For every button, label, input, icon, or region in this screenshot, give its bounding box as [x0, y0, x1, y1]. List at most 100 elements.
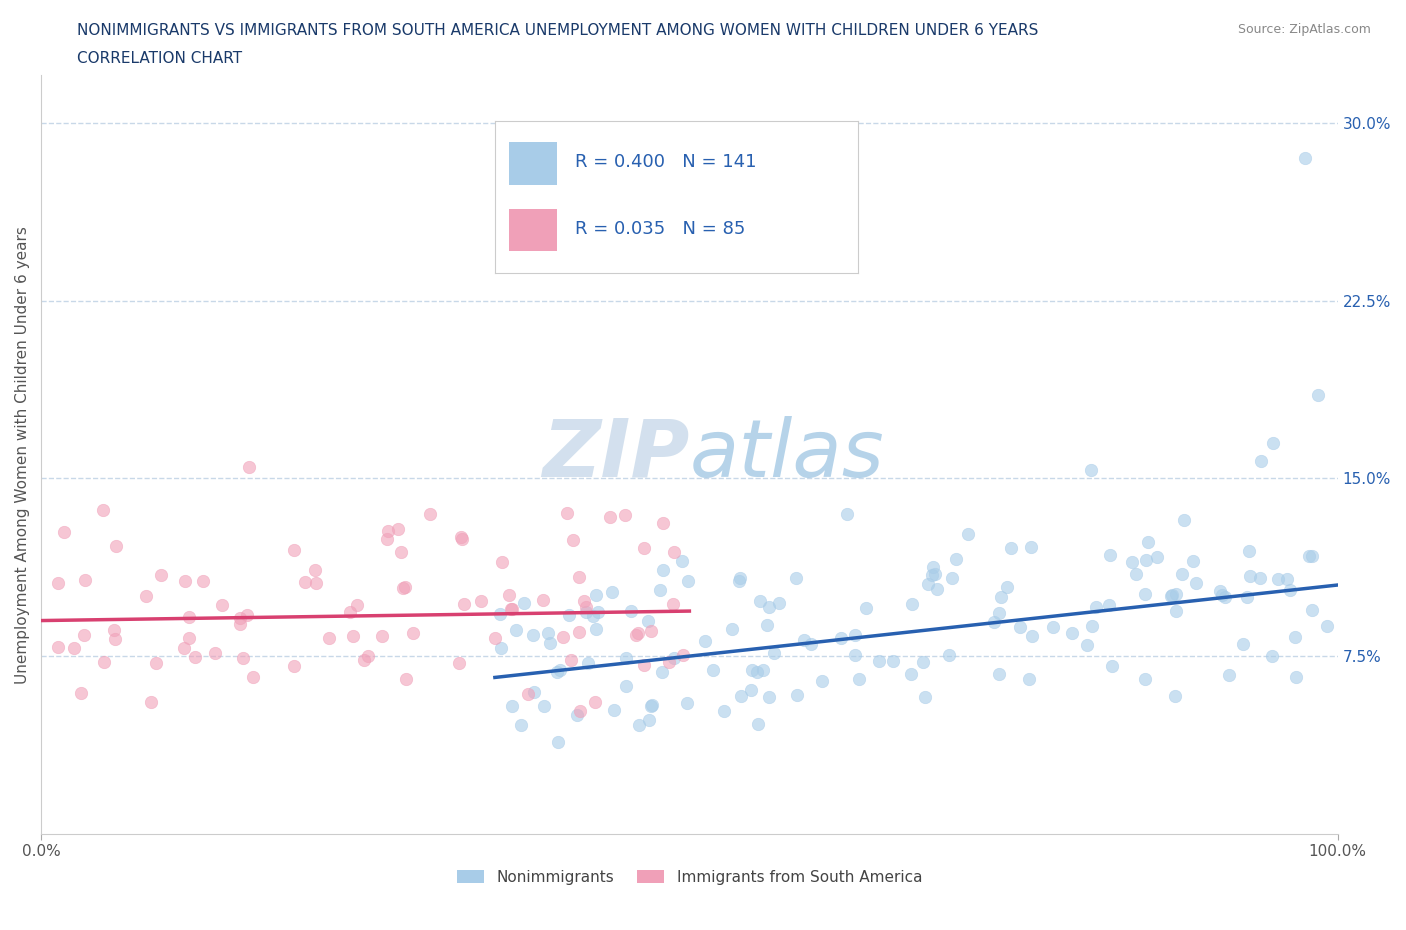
Point	[1285, 670, 1308, 684]
Point	[283, 542, 305, 557]
Point	[758, 690, 780, 705]
Point	[602, 702, 624, 717]
Point	[73, 627, 96, 642]
Point	[616, 650, 638, 665]
Point	[585, 622, 607, 637]
Point	[945, 551, 967, 566]
Point	[664, 544, 686, 559]
Point	[720, 622, 742, 637]
Point	[638, 713, 661, 728]
Point	[177, 610, 200, 625]
Point	[211, 598, 233, 613]
Point	[537, 626, 560, 641]
Point	[1232, 636, 1254, 651]
Point	[956, 526, 979, 541]
Point	[1010, 619, 1032, 634]
Point	[599, 510, 621, 525]
Point	[510, 717, 533, 732]
Point	[1294, 151, 1316, 166]
Point	[339, 604, 361, 619]
Point	[402, 626, 425, 641]
Point	[1042, 619, 1064, 634]
Point	[1301, 548, 1323, 563]
Point	[561, 533, 583, 548]
Point	[651, 515, 673, 530]
Point	[387, 522, 409, 537]
Point	[569, 703, 592, 718]
Point	[938, 648, 960, 663]
Point	[748, 593, 770, 608]
Point	[238, 459, 260, 474]
Point	[1135, 552, 1157, 567]
Point	[762, 646, 785, 661]
Point	[531, 592, 554, 607]
Point	[693, 633, 716, 648]
Point	[517, 686, 540, 701]
Point	[786, 687, 808, 702]
Point	[204, 646, 226, 661]
Point	[357, 648, 380, 663]
Point	[756, 618, 779, 632]
Point	[1164, 688, 1187, 703]
Point	[912, 655, 935, 670]
Point	[633, 540, 655, 555]
Point	[1171, 566, 1194, 581]
Point	[1146, 550, 1168, 565]
Point	[848, 671, 870, 686]
Point	[1161, 587, 1184, 602]
Point	[491, 554, 513, 569]
Point	[1249, 570, 1271, 585]
Point	[1236, 590, 1258, 604]
Point	[46, 576, 69, 591]
Point	[676, 574, 699, 589]
Point	[1173, 513, 1195, 528]
Point	[184, 649, 207, 664]
Point	[1308, 388, 1330, 403]
Point	[69, 685, 91, 700]
Point	[1316, 619, 1339, 634]
Point	[392, 580, 415, 595]
Point	[1080, 618, 1102, 633]
Point	[1237, 543, 1260, 558]
Point	[741, 662, 763, 677]
Point	[1261, 648, 1284, 663]
Point	[1019, 539, 1042, 554]
Point	[575, 600, 598, 615]
Point	[103, 631, 125, 646]
Point	[93, 502, 115, 517]
Point	[614, 508, 637, 523]
Point	[1166, 604, 1188, 618]
Point	[793, 632, 815, 647]
Point	[1133, 672, 1156, 687]
Point	[583, 695, 606, 710]
Point	[574, 594, 596, 609]
Point	[830, 631, 852, 645]
Point	[1060, 625, 1083, 640]
Point	[346, 597, 368, 612]
Point	[236, 607, 259, 622]
Point	[652, 563, 675, 578]
Point	[498, 588, 520, 603]
Point	[560, 653, 582, 668]
Point	[785, 571, 807, 586]
Point	[811, 673, 834, 688]
Point	[868, 654, 890, 669]
Point	[641, 698, 664, 712]
Point	[626, 626, 648, 641]
Point	[614, 678, 637, 693]
Point	[488, 606, 510, 621]
Point	[48, 639, 70, 654]
Point	[1080, 462, 1102, 477]
Point	[1133, 587, 1156, 602]
Point	[229, 617, 252, 631]
Point	[145, 656, 167, 671]
Point	[730, 689, 752, 704]
Point	[740, 683, 762, 698]
Point	[547, 735, 569, 750]
Point	[394, 579, 416, 594]
Point	[835, 507, 858, 522]
Point	[318, 631, 340, 645]
Point	[921, 567, 943, 582]
Point	[538, 636, 561, 651]
Point	[558, 607, 581, 622]
